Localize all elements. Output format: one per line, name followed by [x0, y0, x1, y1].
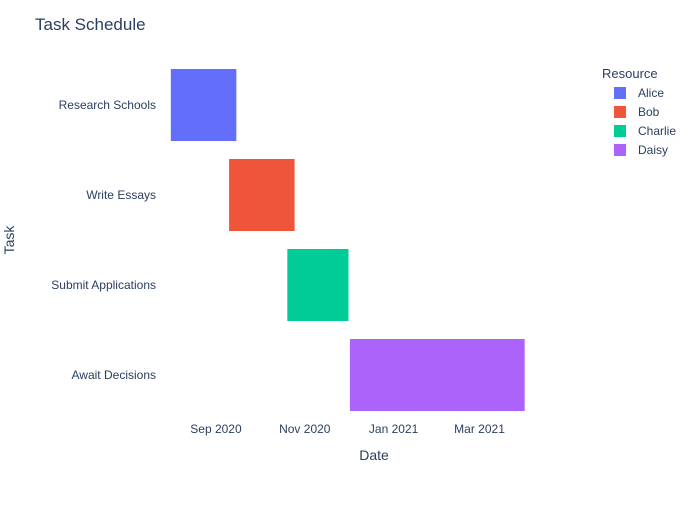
y-tick-label: Write Essays	[86, 188, 156, 202]
x-tick-label: Sep 2020	[190, 422, 242, 436]
x-tick-label: Nov 2020	[279, 422, 331, 436]
x-axis-title: Date	[359, 447, 389, 463]
legend-label[interactable]: Charlie	[638, 124, 676, 138]
legend-swatch[interactable]	[614, 125, 626, 137]
x-tick-label: Mar 2021	[454, 422, 505, 436]
y-tick-label: Research Schools	[59, 98, 156, 112]
x-tick-labels: Sep 2020 Nov 2020 Jan 2021 Mar 2021	[190, 422, 505, 436]
legend-title: Resource	[602, 66, 658, 81]
legend-swatch[interactable]	[614, 144, 626, 156]
task-bar[interactable]	[287, 249, 349, 321]
y-tick-label: Await Decisions	[72, 368, 156, 382]
bars-layer	[170, 69, 525, 411]
y-tick-labels: Research Schools Write Essays Submit Appli…	[51, 98, 156, 382]
legend-label[interactable]: Bob	[638, 105, 660, 119]
legend-swatch[interactable]	[614, 87, 626, 99]
legend-swatch[interactable]	[614, 106, 626, 118]
task-bar[interactable]	[349, 339, 525, 411]
y-tick-label: Submit Applications	[51, 278, 156, 292]
y-axis-title: Task	[1, 225, 17, 255]
legend-label[interactable]: Alice	[638, 86, 664, 100]
task-bar[interactable]	[229, 159, 295, 231]
chart-title: Task Schedule	[35, 15, 146, 34]
legend[interactable]: Resource Alice Bob Charlie Daisy	[602, 66, 676, 157]
legend-label[interactable]: Daisy	[638, 143, 668, 157]
x-tick-label: Jan 2021	[369, 422, 419, 436]
task-bar[interactable]	[170, 69, 237, 141]
